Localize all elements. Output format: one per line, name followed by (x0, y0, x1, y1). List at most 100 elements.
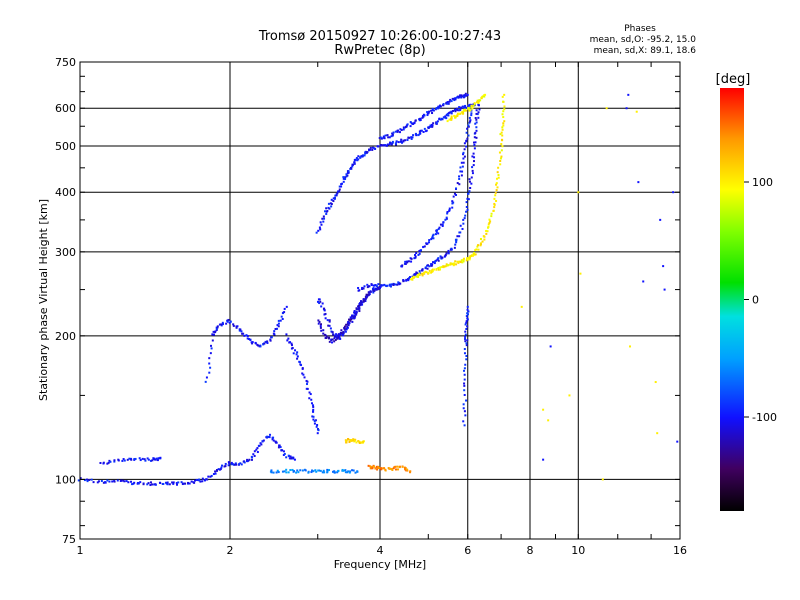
data-point (431, 109, 434, 112)
data-point (210, 474, 213, 477)
data-point (211, 339, 214, 342)
data-point (659, 218, 662, 221)
data-point (400, 129, 403, 132)
data-point (394, 142, 397, 145)
data-point (465, 205, 468, 208)
data-point (229, 320, 232, 323)
data-point (465, 320, 468, 323)
data-point (187, 481, 190, 484)
data-point (549, 345, 552, 348)
data-point (190, 480, 193, 483)
data-point (431, 263, 434, 266)
data-point (337, 334, 340, 337)
data-point (378, 466, 381, 469)
data-point (254, 341, 257, 344)
data-point (327, 324, 330, 327)
data-point (465, 358, 468, 361)
data-point (410, 137, 413, 140)
data-point (461, 170, 464, 173)
data-point (414, 255, 417, 258)
data-point (300, 364, 303, 367)
data-point (579, 272, 582, 275)
colorbar-ticks: 100 0 -100 (744, 176, 777, 424)
data-point (577, 191, 580, 194)
data-point (460, 96, 463, 99)
data-point (396, 130, 399, 133)
data-point (130, 480, 133, 483)
data-point (212, 330, 215, 333)
data-point (344, 176, 347, 179)
data-point (497, 166, 500, 169)
data-point (339, 333, 342, 336)
data-point (381, 144, 384, 147)
data-point (289, 469, 292, 472)
data-point (366, 286, 369, 289)
data-point (434, 108, 437, 111)
data-point (134, 457, 137, 460)
data-point (350, 318, 353, 321)
data-point (137, 482, 140, 485)
data-point (446, 212, 449, 215)
data-point (310, 398, 313, 401)
data-point (316, 432, 319, 435)
data-point (180, 481, 183, 484)
data-point (227, 461, 230, 464)
data-point (218, 323, 221, 326)
data-point (444, 115, 447, 118)
data-point (318, 320, 321, 323)
data-point (399, 282, 402, 285)
data-point (468, 190, 471, 193)
data-point (477, 248, 480, 251)
y-tick-label: 750 (55, 56, 76, 69)
data-point (239, 462, 242, 465)
data-point (400, 138, 403, 141)
data-point (470, 104, 473, 107)
data-point (479, 244, 482, 247)
data-point (323, 334, 326, 337)
data-point (369, 148, 372, 151)
colorbar-tick-label: 100 (752, 176, 773, 189)
data-point (104, 481, 107, 484)
data-point (151, 483, 154, 486)
data-point (420, 249, 423, 252)
data-point (455, 193, 458, 196)
data-point (327, 337, 330, 340)
data-point (395, 140, 398, 143)
data-point (251, 456, 254, 459)
data-point (460, 259, 463, 262)
data-point (359, 303, 362, 306)
y-tick-label: 75 (62, 533, 76, 546)
data-point (464, 330, 467, 333)
data-point (676, 440, 679, 443)
data-point (465, 210, 468, 213)
data-point (172, 481, 175, 484)
data-point (439, 255, 442, 258)
data-point (310, 402, 313, 405)
data-point (208, 371, 211, 374)
data-point (465, 327, 468, 330)
data-point (290, 457, 293, 460)
data-point (462, 258, 465, 261)
data-point (672, 191, 675, 194)
data-point (159, 481, 162, 484)
data-point (240, 330, 243, 333)
data-point (406, 261, 409, 264)
data-point (353, 440, 356, 443)
data-point (501, 134, 504, 137)
data-point (291, 468, 294, 471)
data-point (370, 465, 373, 468)
data-point (466, 127, 469, 130)
data-point (328, 324, 331, 327)
data-point (277, 319, 280, 322)
data-point (372, 287, 375, 290)
data-point (171, 481, 174, 484)
data-point (338, 334, 341, 337)
data-point (349, 166, 352, 169)
data-point (468, 258, 471, 261)
data-point (490, 212, 493, 215)
data-point (394, 283, 397, 286)
data-point (224, 465, 227, 468)
data-point (210, 344, 213, 347)
data-point (418, 132, 421, 135)
data-point (449, 263, 452, 266)
